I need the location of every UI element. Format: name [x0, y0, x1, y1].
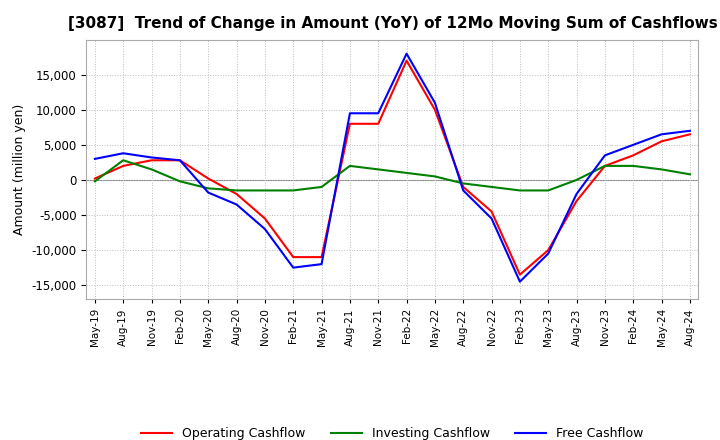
- Operating Cashflow: [119, 163, 127, 169]
- Operating Cashflow: [318, 254, 326, 260]
- Investing Cashflow: [148, 167, 156, 172]
- Operating Cashflow: [233, 191, 241, 197]
- Investing Cashflow: [516, 188, 524, 193]
- Investing Cashflow: [318, 184, 326, 190]
- Line: Free Cashflow: Free Cashflow: [95, 54, 690, 282]
- Free Cashflow: [600, 153, 609, 158]
- Operating Cashflow: [657, 139, 666, 144]
- Free Cashflow: [119, 150, 127, 156]
- Free Cashflow: [148, 155, 156, 160]
- Investing Cashflow: [346, 163, 354, 169]
- Operating Cashflow: [572, 198, 581, 204]
- Operating Cashflow: [176, 158, 184, 163]
- Free Cashflow: [176, 158, 184, 163]
- Free Cashflow: [685, 128, 694, 133]
- Free Cashflow: [657, 132, 666, 137]
- Investing Cashflow: [685, 172, 694, 177]
- Free Cashflow: [204, 190, 212, 195]
- Operating Cashflow: [204, 176, 212, 181]
- Free Cashflow: [289, 265, 297, 270]
- Investing Cashflow: [402, 170, 411, 176]
- Operating Cashflow: [685, 132, 694, 137]
- Free Cashflow: [318, 261, 326, 267]
- Free Cashflow: [431, 100, 439, 106]
- Free Cashflow: [402, 51, 411, 56]
- Operating Cashflow: [289, 254, 297, 260]
- Operating Cashflow: [402, 58, 411, 63]
- Free Cashflow: [374, 110, 382, 116]
- Investing Cashflow: [204, 186, 212, 191]
- Operating Cashflow: [516, 272, 524, 277]
- Line: Investing Cashflow: Investing Cashflow: [95, 160, 690, 191]
- Investing Cashflow: [261, 188, 269, 193]
- Free Cashflow: [261, 227, 269, 232]
- Investing Cashflow: [544, 188, 552, 193]
- Investing Cashflow: [374, 167, 382, 172]
- Operating Cashflow: [431, 107, 439, 112]
- Operating Cashflow: [487, 209, 496, 214]
- Free Cashflow: [629, 142, 637, 147]
- Operating Cashflow: [544, 247, 552, 253]
- Investing Cashflow: [91, 179, 99, 184]
- Operating Cashflow: [629, 153, 637, 158]
- Operating Cashflow: [148, 158, 156, 163]
- Operating Cashflow: [600, 163, 609, 169]
- Investing Cashflow: [572, 177, 581, 183]
- Operating Cashflow: [91, 176, 99, 181]
- Operating Cashflow: [346, 121, 354, 126]
- Free Cashflow: [233, 202, 241, 207]
- Investing Cashflow: [119, 158, 127, 163]
- Free Cashflow: [459, 188, 467, 193]
- Free Cashflow: [572, 191, 581, 197]
- Free Cashflow: [487, 216, 496, 221]
- Free Cashflow: [91, 156, 99, 161]
- Investing Cashflow: [657, 167, 666, 172]
- Investing Cashflow: [176, 179, 184, 184]
- Y-axis label: Amount (million yen): Amount (million yen): [13, 104, 26, 235]
- Line: Operating Cashflow: Operating Cashflow: [95, 61, 690, 275]
- Operating Cashflow: [261, 216, 269, 221]
- Free Cashflow: [346, 110, 354, 116]
- Legend: Operating Cashflow, Investing Cashflow, Free Cashflow: Operating Cashflow, Investing Cashflow, …: [136, 422, 649, 440]
- Investing Cashflow: [487, 184, 496, 190]
- Investing Cashflow: [459, 181, 467, 186]
- Investing Cashflow: [233, 188, 241, 193]
- Operating Cashflow: [459, 184, 467, 190]
- Operating Cashflow: [374, 121, 382, 126]
- Investing Cashflow: [629, 163, 637, 169]
- Investing Cashflow: [600, 163, 609, 169]
- Free Cashflow: [544, 251, 552, 256]
- Title: [3087]  Trend of Change in Amount (YoY) of 12Mo Moving Sum of Cashflows: [3087] Trend of Change in Amount (YoY) o…: [68, 16, 717, 32]
- Investing Cashflow: [431, 174, 439, 179]
- Investing Cashflow: [289, 188, 297, 193]
- Free Cashflow: [516, 279, 524, 284]
